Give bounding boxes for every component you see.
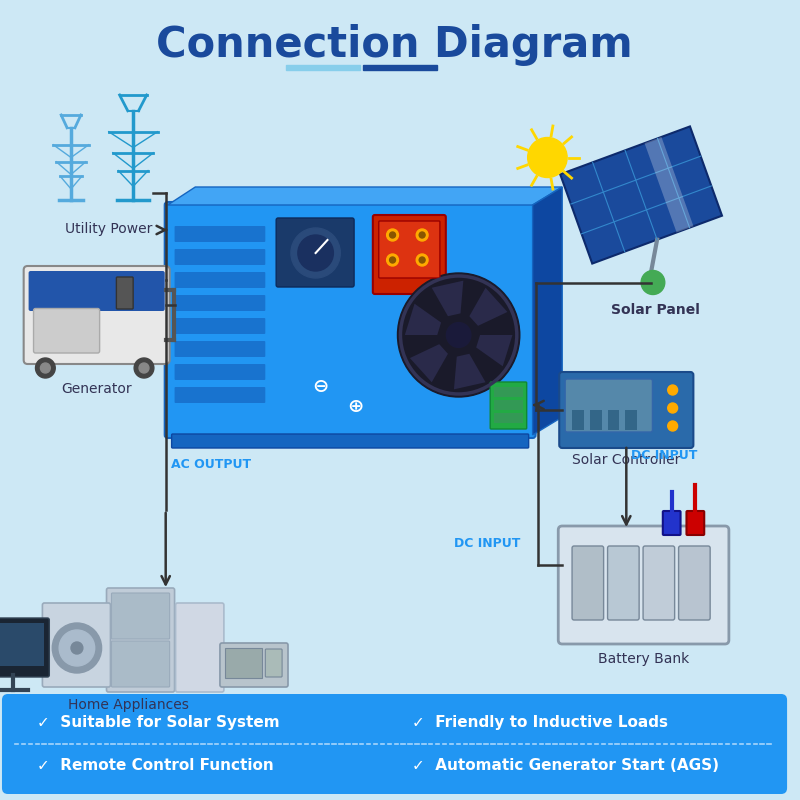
FancyBboxPatch shape bbox=[643, 546, 674, 620]
Circle shape bbox=[134, 358, 154, 378]
FancyBboxPatch shape bbox=[24, 266, 170, 364]
FancyBboxPatch shape bbox=[174, 387, 266, 403]
Circle shape bbox=[641, 270, 665, 294]
FancyBboxPatch shape bbox=[174, 295, 266, 311]
FancyBboxPatch shape bbox=[558, 526, 729, 644]
FancyBboxPatch shape bbox=[174, 341, 266, 357]
FancyBboxPatch shape bbox=[572, 410, 584, 430]
FancyBboxPatch shape bbox=[373, 215, 446, 294]
Text: Solar Controller: Solar Controller bbox=[572, 453, 681, 467]
Circle shape bbox=[41, 363, 50, 373]
Text: ⊕: ⊕ bbox=[347, 398, 363, 417]
FancyBboxPatch shape bbox=[494, 387, 522, 397]
Polygon shape bbox=[410, 344, 448, 382]
FancyBboxPatch shape bbox=[686, 511, 704, 535]
Text: Home Appliances: Home Appliances bbox=[68, 698, 189, 712]
Circle shape bbox=[386, 254, 398, 266]
Circle shape bbox=[398, 273, 520, 397]
FancyBboxPatch shape bbox=[106, 588, 174, 692]
FancyBboxPatch shape bbox=[172, 434, 529, 448]
Circle shape bbox=[416, 254, 428, 266]
Polygon shape bbox=[405, 304, 441, 335]
Text: Generator: Generator bbox=[62, 382, 132, 396]
Circle shape bbox=[416, 229, 428, 241]
FancyBboxPatch shape bbox=[225, 648, 262, 678]
Circle shape bbox=[390, 257, 395, 263]
FancyBboxPatch shape bbox=[607, 546, 639, 620]
FancyBboxPatch shape bbox=[286, 65, 360, 70]
FancyBboxPatch shape bbox=[590, 410, 602, 430]
FancyBboxPatch shape bbox=[111, 593, 170, 639]
FancyBboxPatch shape bbox=[174, 318, 266, 334]
Circle shape bbox=[419, 232, 425, 238]
Circle shape bbox=[298, 235, 334, 271]
Text: DC INPUT: DC INPUT bbox=[631, 449, 698, 462]
Text: Solar Panel: Solar Panel bbox=[611, 302, 700, 317]
Text: DC INPUT: DC INPUT bbox=[454, 537, 520, 550]
Polygon shape bbox=[645, 137, 694, 233]
FancyBboxPatch shape bbox=[174, 249, 266, 265]
FancyBboxPatch shape bbox=[378, 221, 440, 278]
FancyBboxPatch shape bbox=[607, 410, 619, 430]
FancyBboxPatch shape bbox=[663, 511, 681, 535]
FancyBboxPatch shape bbox=[174, 272, 266, 288]
FancyBboxPatch shape bbox=[572, 546, 604, 620]
FancyBboxPatch shape bbox=[111, 641, 170, 687]
FancyBboxPatch shape bbox=[175, 603, 224, 692]
FancyBboxPatch shape bbox=[266, 649, 282, 677]
Circle shape bbox=[35, 358, 55, 378]
Polygon shape bbox=[533, 187, 562, 435]
FancyBboxPatch shape bbox=[490, 382, 526, 429]
Circle shape bbox=[71, 642, 83, 654]
Circle shape bbox=[291, 228, 340, 278]
FancyBboxPatch shape bbox=[678, 546, 710, 620]
Circle shape bbox=[59, 630, 94, 666]
Circle shape bbox=[386, 229, 398, 241]
FancyBboxPatch shape bbox=[34, 309, 100, 353]
Text: ⊖: ⊖ bbox=[312, 378, 329, 397]
Polygon shape bbox=[470, 288, 507, 326]
FancyBboxPatch shape bbox=[220, 643, 288, 687]
Polygon shape bbox=[476, 335, 513, 366]
Circle shape bbox=[446, 322, 471, 347]
FancyBboxPatch shape bbox=[494, 400, 522, 410]
Circle shape bbox=[390, 232, 395, 238]
Circle shape bbox=[668, 421, 678, 431]
Text: ✓  Friendly to Inductive Loads: ✓ Friendly to Inductive Loads bbox=[412, 714, 668, 730]
FancyBboxPatch shape bbox=[494, 413, 522, 423]
Text: ✓  Suitable for Solar System: ✓ Suitable for Solar System bbox=[38, 714, 280, 730]
Circle shape bbox=[668, 403, 678, 413]
FancyBboxPatch shape bbox=[165, 202, 535, 438]
Text: Utility Power: Utility Power bbox=[65, 222, 152, 236]
FancyBboxPatch shape bbox=[626, 410, 637, 430]
Circle shape bbox=[419, 257, 425, 263]
FancyBboxPatch shape bbox=[42, 603, 110, 687]
Circle shape bbox=[139, 363, 149, 373]
Text: ✓  Automatic Generator Start (AGS): ✓ Automatic Generator Start (AGS) bbox=[412, 758, 719, 774]
Text: AC INPUT: AC INPUT bbox=[170, 208, 236, 221]
FancyBboxPatch shape bbox=[174, 226, 266, 242]
Polygon shape bbox=[560, 126, 722, 263]
FancyBboxPatch shape bbox=[2, 694, 787, 794]
Text: ✓  Remote Control Function: ✓ Remote Control Function bbox=[38, 758, 274, 774]
Circle shape bbox=[668, 385, 678, 395]
Polygon shape bbox=[432, 281, 463, 316]
FancyBboxPatch shape bbox=[559, 372, 694, 448]
Polygon shape bbox=[454, 354, 486, 390]
FancyBboxPatch shape bbox=[565, 379, 653, 432]
FancyBboxPatch shape bbox=[363, 65, 437, 70]
FancyBboxPatch shape bbox=[174, 364, 266, 380]
Polygon shape bbox=[168, 187, 562, 205]
FancyBboxPatch shape bbox=[276, 218, 354, 287]
Text: AC OUTPUT: AC OUTPUT bbox=[170, 458, 250, 471]
Circle shape bbox=[52, 623, 102, 673]
FancyBboxPatch shape bbox=[116, 277, 133, 309]
FancyBboxPatch shape bbox=[0, 618, 50, 677]
Text: Connection Diagram: Connection Diagram bbox=[156, 24, 633, 66]
Text: Battery Bank: Battery Bank bbox=[598, 652, 689, 666]
Circle shape bbox=[528, 138, 567, 178]
Circle shape bbox=[422, 298, 495, 372]
FancyBboxPatch shape bbox=[29, 271, 165, 311]
FancyBboxPatch shape bbox=[0, 623, 44, 666]
